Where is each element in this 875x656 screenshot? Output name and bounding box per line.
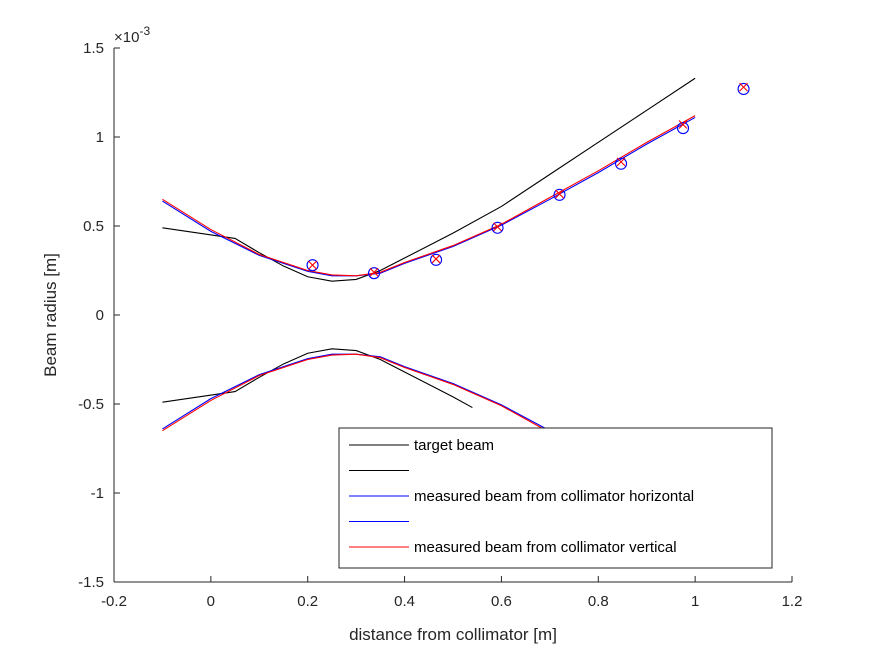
x-tick-label: -0.2 [101,593,127,610]
x-tick-label: 0.2 [297,593,318,610]
x-tick-label: 1.2 [782,593,803,610]
legend-label: measured beam from collimator vertical [414,539,677,556]
circle-marker [553,188,566,201]
circle-marker [429,253,443,266]
x-marker [555,189,564,199]
series-line-1 [162,348,473,409]
x-axis-label: distance from collimator [m] [349,625,557,644]
series-line-2 [162,116,696,277]
circle-marker [491,221,504,234]
circle-marker [737,82,750,95]
legend: target beam measured beam from collimator… [338,427,773,569]
series-line-4 [162,115,696,277]
legend-label: measured beam from collimator horizontal [414,488,694,505]
legend-box [338,427,773,569]
y-tick-label: 0 [96,307,104,324]
y-tick-label: 0.5 [83,218,104,235]
x-marker [431,254,441,264]
legend-label: target beam [414,437,494,454]
x-marker [493,222,502,232]
x-tick-label: 0.6 [491,593,512,610]
y-tick-label: 1.5 [83,40,104,57]
y-tick-label: -1.5 [78,574,104,591]
y-axis-label: Beam radius [m] [41,253,60,377]
x-marker [308,260,317,270]
circle-marker [368,267,381,280]
circle-marker [306,259,319,272]
y-tick-label: 1 [96,129,104,146]
x-marker [616,157,626,167]
x-tick-label: 0.8 [588,593,609,610]
circle-marker [614,157,628,170]
y-tick-label: -0.5 [78,396,104,413]
x-tick-label: 0 [207,593,215,610]
x-marker [369,267,379,277]
x-marker [739,82,748,92]
series-line-5 [162,353,553,434]
circle-marker [676,122,690,135]
axes-layer: -0.2 0 0.2 0.4 0.6 0.8 1 1.2 -1.5 -1 -0.5 0 0.5 1 1.5 [78,40,802,610]
y-tick-label: -1 [91,485,104,502]
y-exponent-label: ×10-3 [114,24,150,46]
x-tick-label: 0.4 [394,593,415,610]
x-marker [678,120,688,129]
series-layer [162,77,750,434]
x-tick-label: 1 [691,593,699,610]
